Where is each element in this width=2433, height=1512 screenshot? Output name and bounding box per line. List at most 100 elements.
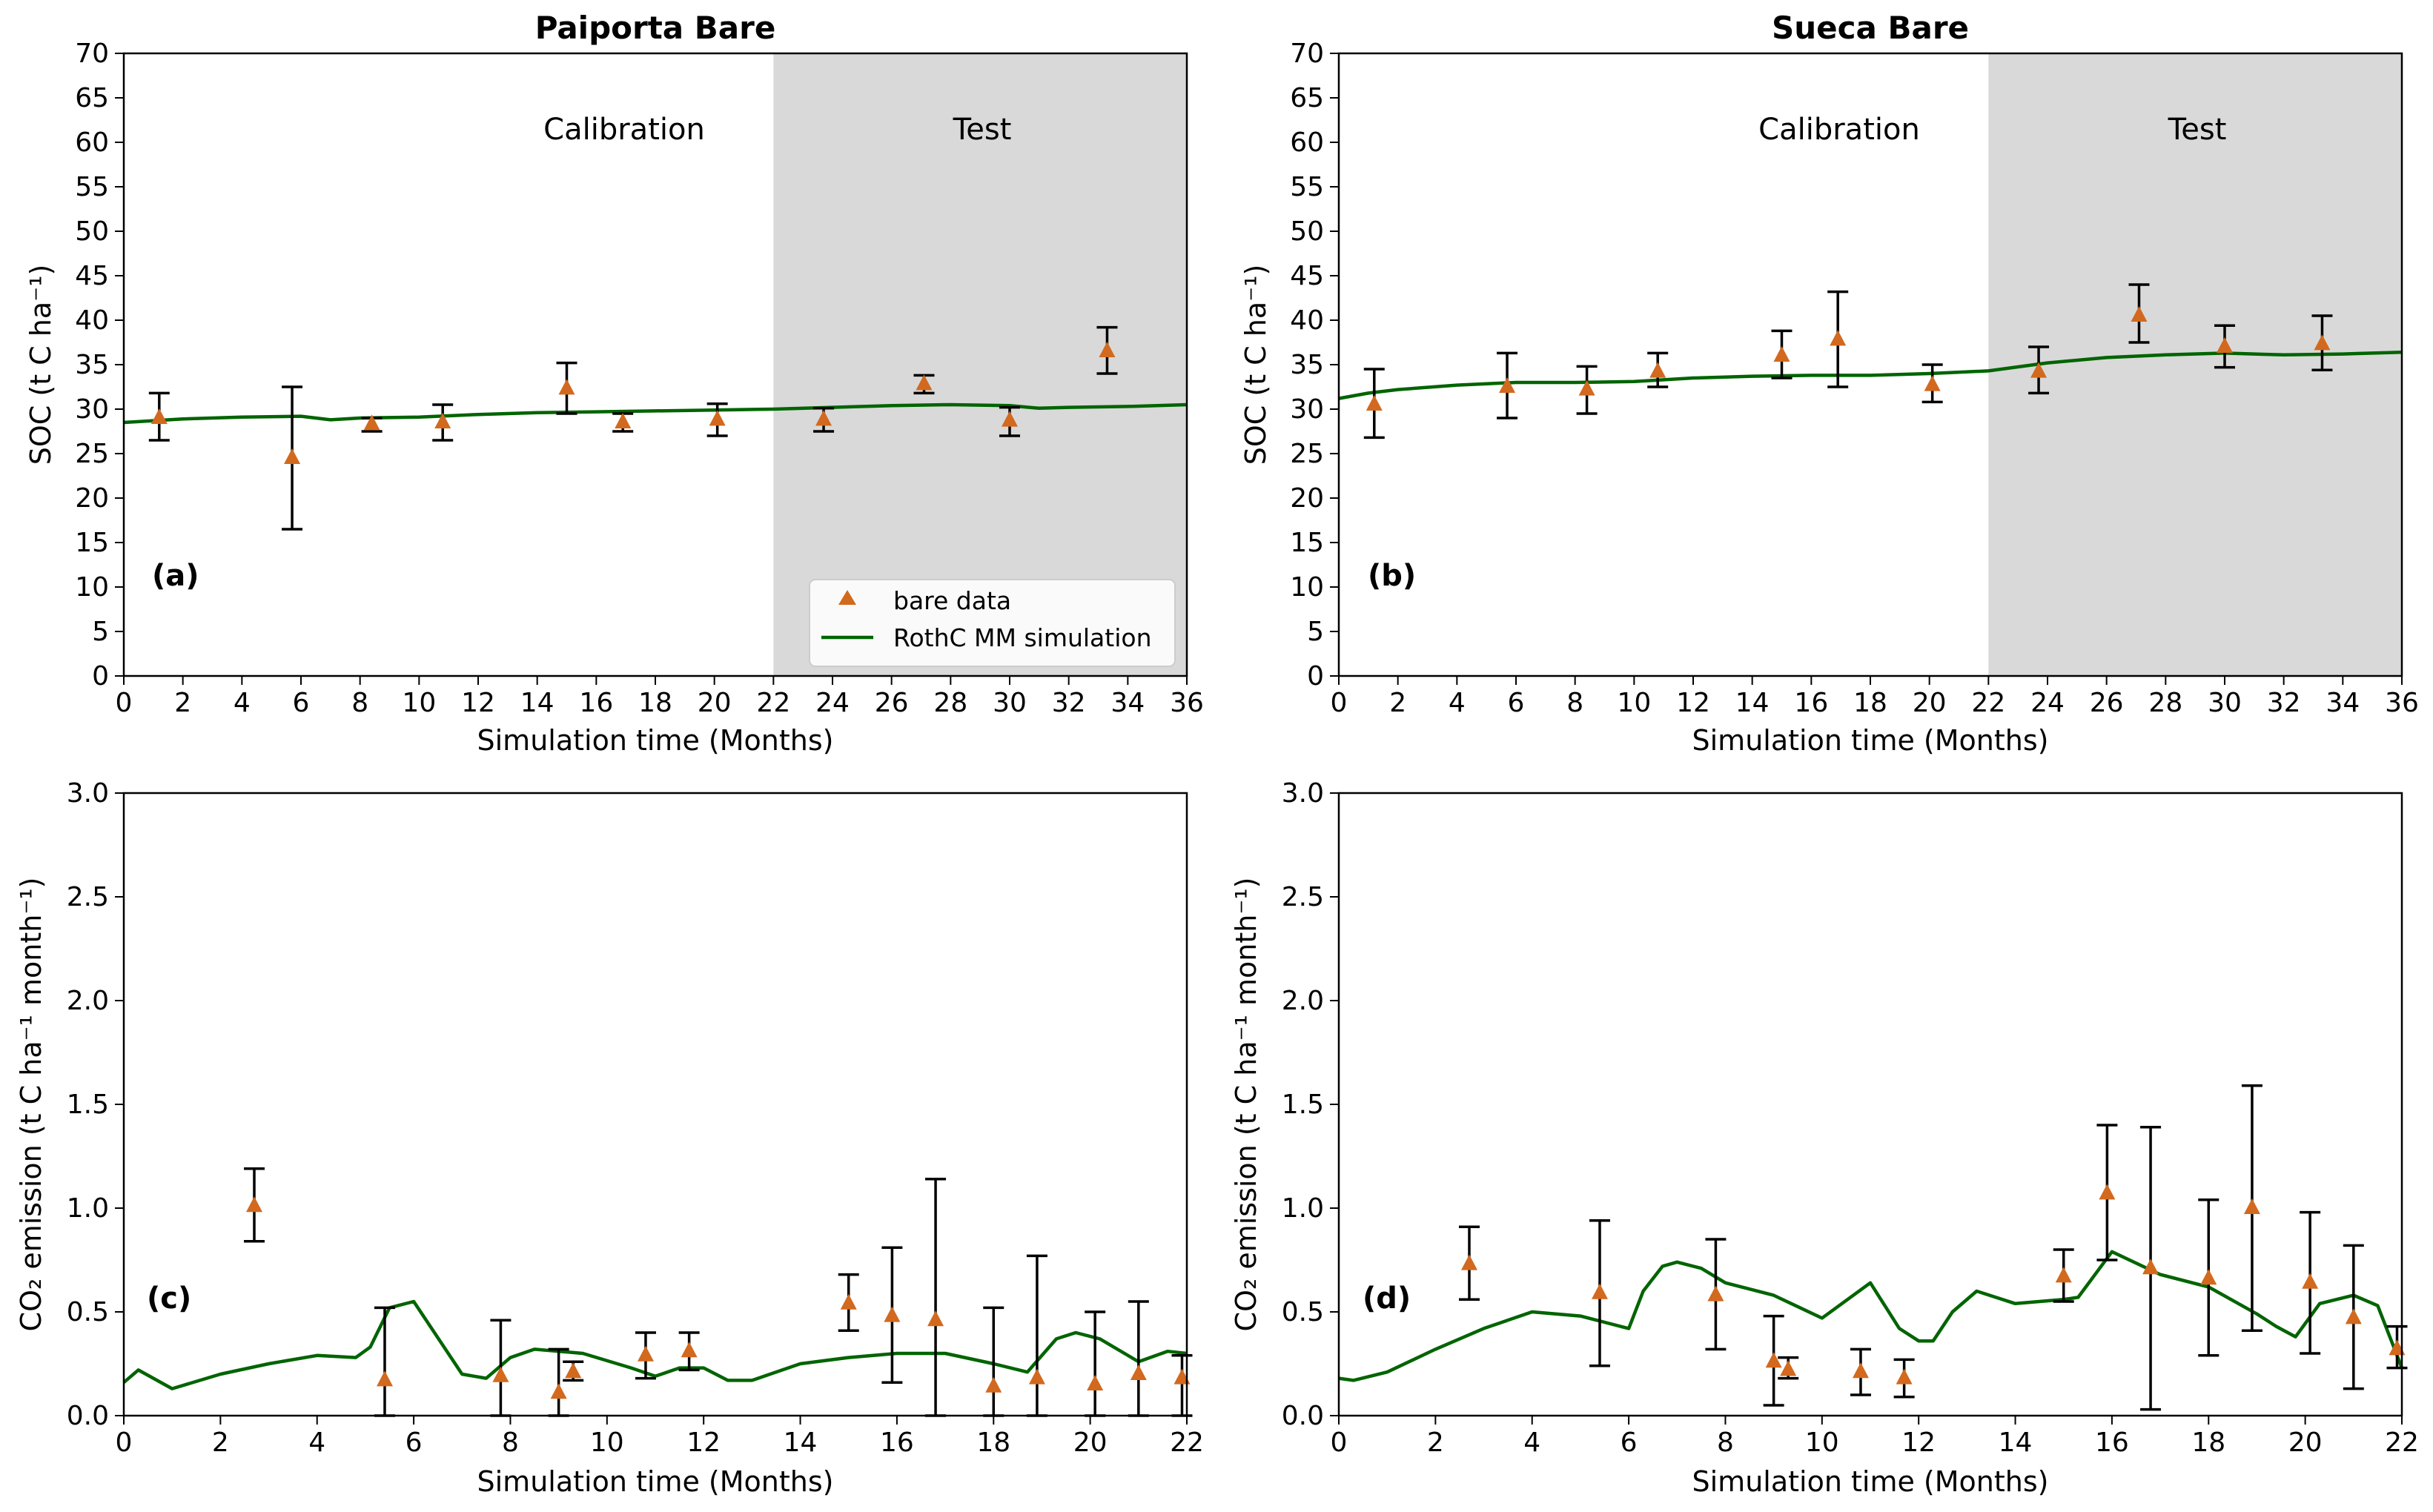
x-tick-label: 34 — [2326, 688, 2360, 718]
data-point — [376, 1370, 393, 1387]
y-tick-label: 45 — [1290, 261, 1324, 291]
x-tick-label: 2 — [212, 1428, 229, 1458]
legend-box — [809, 579, 1176, 667]
x-tick-label: 0 — [1331, 688, 1348, 718]
data-point — [1028, 1368, 1045, 1385]
data-point — [1130, 1365, 1147, 1380]
x-tick-label: 8 — [1566, 688, 1583, 718]
simulation-line — [123, 402, 1188, 425]
data-point — [985, 1376, 1002, 1393]
data-point — [884, 1306, 901, 1322]
y-tick-label: 35 — [1290, 350, 1324, 380]
y-tick-label: 30 — [75, 394, 109, 425]
data-point — [2345, 1308, 2362, 1324]
x-tick-label: 6 — [1508, 688, 1525, 718]
x-axis-label: Simulation time (Months) — [1692, 1465, 2049, 1498]
data-point — [1773, 346, 1790, 362]
data-point — [2302, 1273, 2319, 1289]
y-tick-label: 0 — [92, 661, 109, 692]
x-tick-label: 10 — [590, 1428, 624, 1458]
y-tick-label: 2.5 — [67, 882, 109, 912]
test-region-shade — [773, 53, 1187, 676]
x-tick-label: 12 — [686, 1428, 721, 1458]
panel-title: Paiporta Bare — [535, 10, 776, 46]
x-tick-label: 10 — [1805, 1428, 1839, 1458]
x-axis-label: Simulation time (Months) — [477, 1465, 834, 1498]
x-tick-label: 14 — [1999, 1428, 2033, 1458]
data-point — [681, 1342, 698, 1358]
simulation-line — [122, 1299, 1188, 1390]
y-tick-label: 3.0 — [1282, 778, 1324, 809]
y-axis-label: SOC (t C ha⁻¹) — [24, 265, 57, 465]
y-tick-label: 1.5 — [67, 1090, 109, 1120]
x-tick-label: 34 — [1110, 688, 1145, 718]
y-tick-label: 55 — [75, 172, 109, 202]
x-tick-label: 14 — [1735, 688, 1770, 718]
panel-letter: (a) — [152, 559, 199, 593]
data-point — [1852, 1362, 1869, 1379]
data-point — [565, 1362, 582, 1379]
x-tick-label: 6 — [406, 1428, 423, 1458]
x-tick-label: 26 — [2090, 688, 2124, 718]
y-tick-label: 20 — [1290, 483, 1324, 514]
x-tick-label: 18 — [1853, 688, 1887, 718]
data-point — [1099, 342, 1116, 357]
y-tick-label: 5 — [1307, 617, 1324, 647]
panel-letter: (c) — [147, 1281, 191, 1316]
x-tick-label: 0 — [116, 1428, 133, 1458]
y-tick-label: 60 — [1290, 127, 1324, 158]
x-tick-label: 16 — [2095, 1428, 2129, 1458]
region-label-test: Test — [953, 113, 1012, 147]
x-tick-label: 20 — [2288, 1428, 2323, 1458]
data-point — [1924, 375, 1941, 391]
y-tick-label: 0.5 — [67, 1297, 109, 1327]
x-tick-label: 22 — [1971, 688, 2005, 718]
x-tick-label: 12 — [461, 688, 495, 718]
x-tick-label: 4 — [308, 1428, 325, 1458]
x-tick-label: 4 — [1523, 1428, 1540, 1458]
y-tick-label: 50 — [1290, 216, 1324, 247]
region-label-test: Test — [2168, 113, 2227, 147]
data-point — [1780, 1360, 1797, 1376]
legend-label-bare-data: bare data — [893, 586, 1011, 615]
x-tick-label: 0 — [116, 688, 133, 718]
y-tick-label: 55 — [1290, 172, 1324, 202]
data-point — [550, 1383, 567, 1399]
y-tick-label: 25 — [1290, 439, 1324, 469]
x-tick-label: 20 — [1073, 1428, 1108, 1458]
x-tick-label: 2 — [1427, 1428, 1444, 1458]
x-tick-label: 16 — [880, 1428, 914, 1458]
data-point — [363, 414, 380, 431]
x-tick-label: 36 — [1170, 688, 1204, 718]
y-tick-label: 2.0 — [67, 986, 109, 1016]
legend: bare data RothC MM simulation — [809, 579, 1176, 667]
y-tick-label: 70 — [75, 39, 109, 69]
x-tick-label: 16 — [579, 688, 613, 718]
data-point — [1460, 1254, 1477, 1270]
data-point — [1499, 377, 1516, 393]
y-tick-label: 1.0 — [67, 1193, 109, 1224]
x-tick-label: 22 — [2385, 1428, 2419, 1458]
x-tick-label: 4 — [234, 688, 251, 718]
data-point — [2217, 337, 2233, 353]
data-point — [916, 374, 933, 391]
y-axis-label: SOC (t C ha⁻¹) — [1239, 265, 1272, 465]
y-tick-label: 15 — [75, 528, 109, 558]
panel-letter: (d) — [1363, 1281, 1411, 1316]
y-tick-label: 1.5 — [1282, 1090, 1324, 1120]
panel-a-soc-paiporta: Paiporta Bare Calibration Test 0 2 4 6 8 10 12… — [24, 10, 1204, 757]
y-tick-label: 60 — [75, 127, 109, 158]
x-axis-label: Simulation time (Months) — [477, 724, 834, 757]
data-point — [1578, 379, 1595, 396]
region-label-calibration: Calibration — [1758, 113, 1920, 147]
x-tick-label: 2 — [1389, 688, 1406, 718]
data-point — [2142, 1259, 2159, 1275]
data-point — [150, 408, 168, 424]
x-tick-label: 4 — [1449, 688, 1466, 718]
x-tick-label: 22 — [756, 688, 790, 718]
data-point — [840, 1293, 857, 1310]
y-tick-label: 20 — [75, 483, 109, 514]
x-tick-label: 24 — [815, 688, 850, 718]
data-point — [2055, 1267, 2072, 1283]
x-tick-label: 18 — [2191, 1428, 2225, 1458]
